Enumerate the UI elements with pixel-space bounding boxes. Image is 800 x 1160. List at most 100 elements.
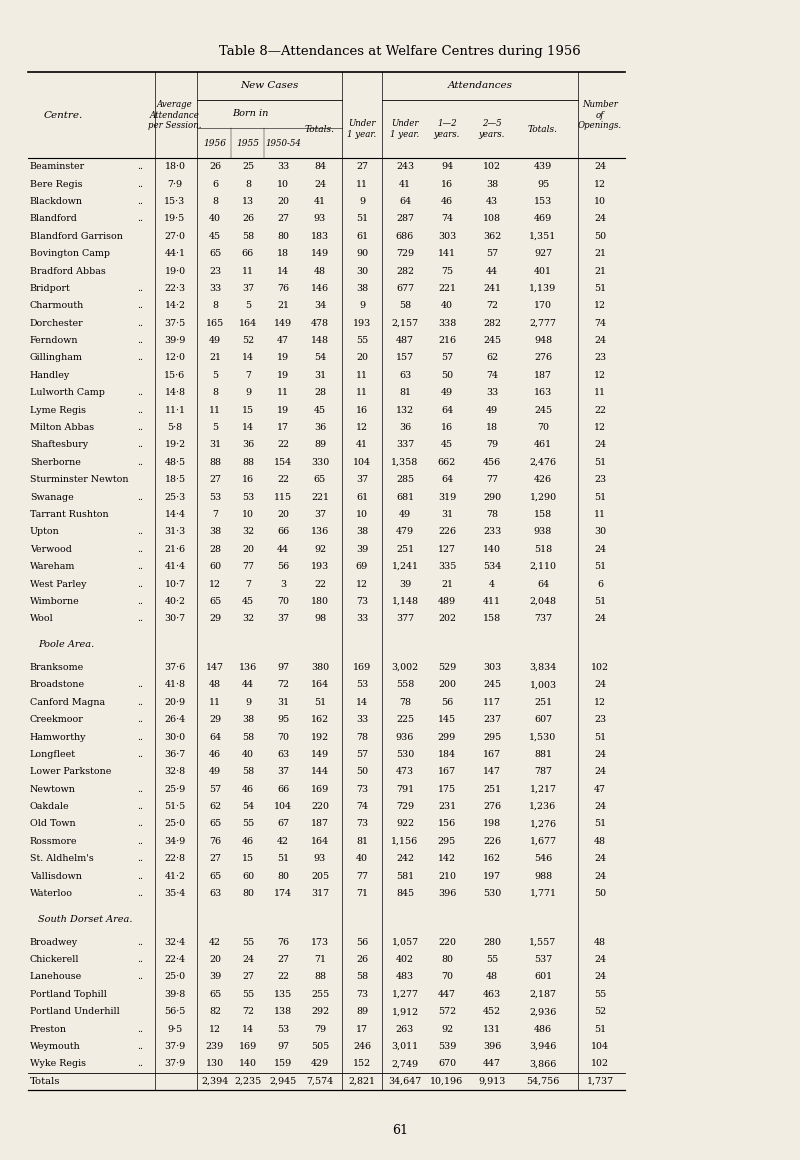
Text: ..: .. xyxy=(137,836,143,846)
Text: 10: 10 xyxy=(356,510,368,519)
Text: 5: 5 xyxy=(245,302,251,310)
Text: 396: 396 xyxy=(438,889,456,898)
Text: 505: 505 xyxy=(311,1042,329,1051)
Text: 12: 12 xyxy=(594,302,606,310)
Text: 11: 11 xyxy=(209,698,221,706)
Text: 33: 33 xyxy=(356,615,368,623)
Text: 147: 147 xyxy=(483,767,501,776)
Text: 49: 49 xyxy=(399,510,411,519)
Text: 52: 52 xyxy=(242,336,254,345)
Text: 37·6: 37·6 xyxy=(164,664,186,672)
Text: 37: 37 xyxy=(277,767,289,776)
Text: 63: 63 xyxy=(209,889,221,898)
Text: 23: 23 xyxy=(209,267,221,276)
Text: 89: 89 xyxy=(314,441,326,449)
Text: 38: 38 xyxy=(356,528,368,536)
Text: ..: .. xyxy=(137,615,143,623)
Text: 102: 102 xyxy=(591,1059,609,1068)
Text: 138: 138 xyxy=(274,1007,292,1016)
Text: 24: 24 xyxy=(594,215,606,224)
Text: 104: 104 xyxy=(353,458,371,466)
Text: 108: 108 xyxy=(483,215,501,224)
Text: 14: 14 xyxy=(242,423,254,432)
Text: Dorchester: Dorchester xyxy=(30,319,84,327)
Text: 16: 16 xyxy=(441,180,453,189)
Text: Bere Regis: Bere Regis xyxy=(30,180,82,189)
Text: 1,677: 1,677 xyxy=(530,836,557,846)
Text: 51: 51 xyxy=(594,458,606,466)
Text: 41: 41 xyxy=(314,197,326,206)
Text: Lanehouse: Lanehouse xyxy=(30,972,82,981)
Text: 10: 10 xyxy=(594,197,606,206)
Text: Hamworthy: Hamworthy xyxy=(30,732,86,741)
Text: 22·4: 22·4 xyxy=(165,955,186,964)
Text: Totals.: Totals. xyxy=(305,124,335,133)
Text: 670: 670 xyxy=(438,1059,456,1068)
Text: 74: 74 xyxy=(594,319,606,327)
Text: 51: 51 xyxy=(594,597,606,606)
Text: 38: 38 xyxy=(209,528,221,536)
Text: ..: .. xyxy=(137,319,143,327)
Text: 8: 8 xyxy=(245,180,251,189)
Text: Chickerell: Chickerell xyxy=(30,955,79,964)
Text: Broadstone: Broadstone xyxy=(30,681,85,689)
Text: 239: 239 xyxy=(206,1042,224,1051)
Text: ..: .. xyxy=(137,302,143,310)
Text: 686: 686 xyxy=(396,232,414,241)
Text: 19: 19 xyxy=(277,354,289,362)
Text: 295: 295 xyxy=(438,836,456,846)
Text: 1—2
years.: 1—2 years. xyxy=(434,119,460,139)
Text: 51: 51 xyxy=(594,1024,606,1034)
Text: 11: 11 xyxy=(242,267,254,276)
Text: 20: 20 xyxy=(242,545,254,553)
Text: 26·4: 26·4 xyxy=(165,715,186,724)
Text: 17: 17 xyxy=(277,423,289,432)
Text: 51: 51 xyxy=(594,732,606,741)
Text: 47: 47 xyxy=(277,336,289,345)
Text: Portland Underhill: Portland Underhill xyxy=(30,1007,120,1016)
Text: 66: 66 xyxy=(242,249,254,259)
Text: 62: 62 xyxy=(209,802,221,811)
Text: 24: 24 xyxy=(594,972,606,981)
Text: 7: 7 xyxy=(245,580,251,588)
Text: 581: 581 xyxy=(396,871,414,880)
Text: 58: 58 xyxy=(242,767,254,776)
Text: 58: 58 xyxy=(242,232,254,241)
Text: Totals: Totals xyxy=(30,1076,61,1086)
Text: 377: 377 xyxy=(396,615,414,623)
Text: 469: 469 xyxy=(534,215,552,224)
Text: 447: 447 xyxy=(483,1059,501,1068)
Text: 11: 11 xyxy=(356,180,368,189)
Text: 51·5: 51·5 xyxy=(164,802,186,811)
Text: 9·5: 9·5 xyxy=(167,1024,182,1034)
Text: 54: 54 xyxy=(314,354,326,362)
Text: 180: 180 xyxy=(311,597,329,606)
Text: 11: 11 xyxy=(594,389,606,397)
Text: 330: 330 xyxy=(311,458,329,466)
Text: 3,946: 3,946 xyxy=(530,1042,557,1051)
Text: 24: 24 xyxy=(594,615,606,623)
Text: 221: 221 xyxy=(311,493,329,501)
Text: 988: 988 xyxy=(534,871,552,880)
Text: Upton: Upton xyxy=(30,528,60,536)
Text: 5: 5 xyxy=(212,423,218,432)
Text: 221: 221 xyxy=(438,284,456,293)
Text: Poole Area.: Poole Area. xyxy=(38,640,94,650)
Text: 46: 46 xyxy=(441,197,453,206)
Text: 169: 169 xyxy=(239,1042,257,1051)
Text: 27·0: 27·0 xyxy=(165,232,186,241)
Text: 276: 276 xyxy=(534,354,552,362)
Text: Wool: Wool xyxy=(30,615,54,623)
Text: 220: 220 xyxy=(311,802,329,811)
Text: 21: 21 xyxy=(594,249,606,259)
Text: 13: 13 xyxy=(242,197,254,206)
Text: 1956: 1956 xyxy=(203,138,226,147)
Text: 37: 37 xyxy=(242,284,254,293)
Text: Blandford Garrison: Blandford Garrison xyxy=(30,232,123,241)
Text: 5: 5 xyxy=(212,371,218,379)
Text: 41: 41 xyxy=(399,180,411,189)
Text: 48: 48 xyxy=(314,267,326,276)
Text: 210: 210 xyxy=(438,871,456,880)
Text: 681: 681 xyxy=(396,493,414,501)
Text: 37: 37 xyxy=(277,615,289,623)
